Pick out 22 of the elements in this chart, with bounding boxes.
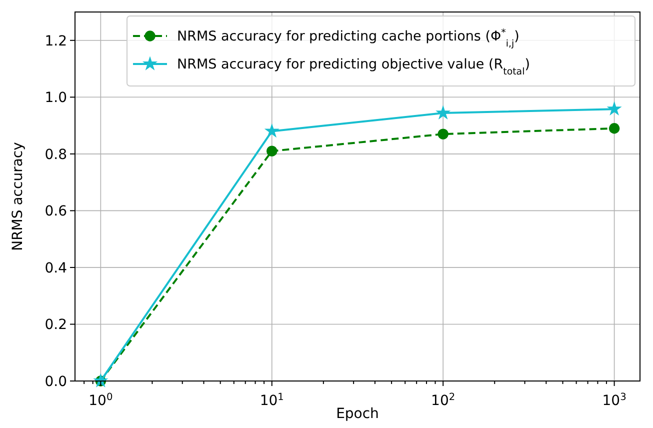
y-tick-label: 0.2 <box>44 317 67 334</box>
legend-label: NRMS accuracy for predicting cache portions (Φ$^{*}$$_{i,j}$) <box>177 27 520 50</box>
point <box>93 373 108 388</box>
y-tick-label: 0.6 <box>44 204 68 220</box>
x-tick-label: 10$^{3}$ <box>602 392 626 409</box>
y-axis-title: NRMS accuracy <box>10 142 26 251</box>
y-tick-label: 0.0 <box>44 374 67 390</box>
point <box>436 105 451 120</box>
point <box>438 128 448 140</box>
point <box>606 101 622 116</box>
x-tick-label: 10$^{1}$ <box>260 392 284 409</box>
legend-label: NRMS accuracy for predicting objective value (R$_{total}$) <box>177 56 530 78</box>
x-axis-title: Epoch <box>336 406 379 422</box>
x-tick-label: 10$^{0}$ <box>88 392 113 409</box>
y-tick-label: 1.0 <box>44 90 67 106</box>
y-tick-label: 0.4 <box>44 260 68 276</box>
point <box>608 123 620 134</box>
point <box>264 123 280 138</box>
point <box>266 146 278 156</box>
y-tick-label: 1.2 <box>44 33 67 50</box>
x-tick-label: 10$^{2}$ <box>431 392 456 409</box>
y-tick-label: 0.8 <box>44 146 67 163</box>
